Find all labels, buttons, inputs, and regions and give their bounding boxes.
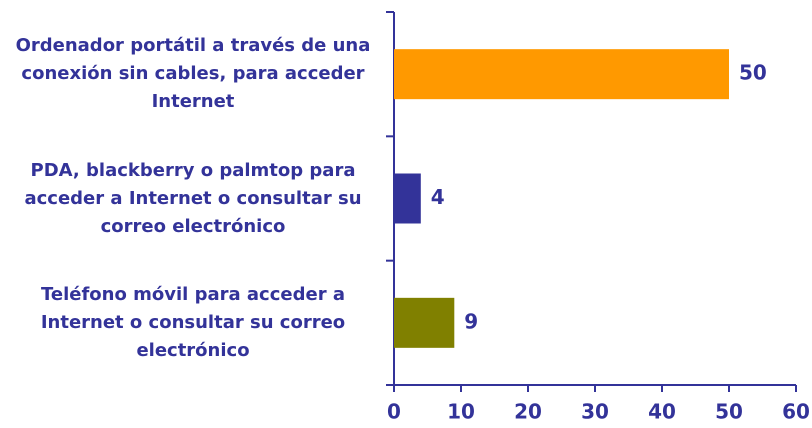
category-label: Teléfono móvil para acceder a Internet o… xyxy=(40,283,346,361)
value-label: 50 xyxy=(739,61,767,85)
bar xyxy=(394,297,455,348)
x-tick-label: 50 xyxy=(715,400,743,424)
category-label: PDA, blackberry o palmtop para acceder a… xyxy=(24,159,362,237)
value-label: 4 xyxy=(431,185,445,209)
x-tick-label: 0 xyxy=(387,400,401,424)
bar xyxy=(394,173,421,224)
x-tick-label: 10 xyxy=(447,400,475,424)
x-tick-label: 20 xyxy=(514,400,542,424)
bar xyxy=(394,49,729,100)
x-tick-label: 60 xyxy=(782,400,810,424)
x-tick-label: 40 xyxy=(648,400,676,424)
category-label: Ordenador portátil a través de una conex… xyxy=(15,35,371,113)
value-label: 9 xyxy=(464,309,478,333)
x-tick-label: 30 xyxy=(581,400,609,424)
